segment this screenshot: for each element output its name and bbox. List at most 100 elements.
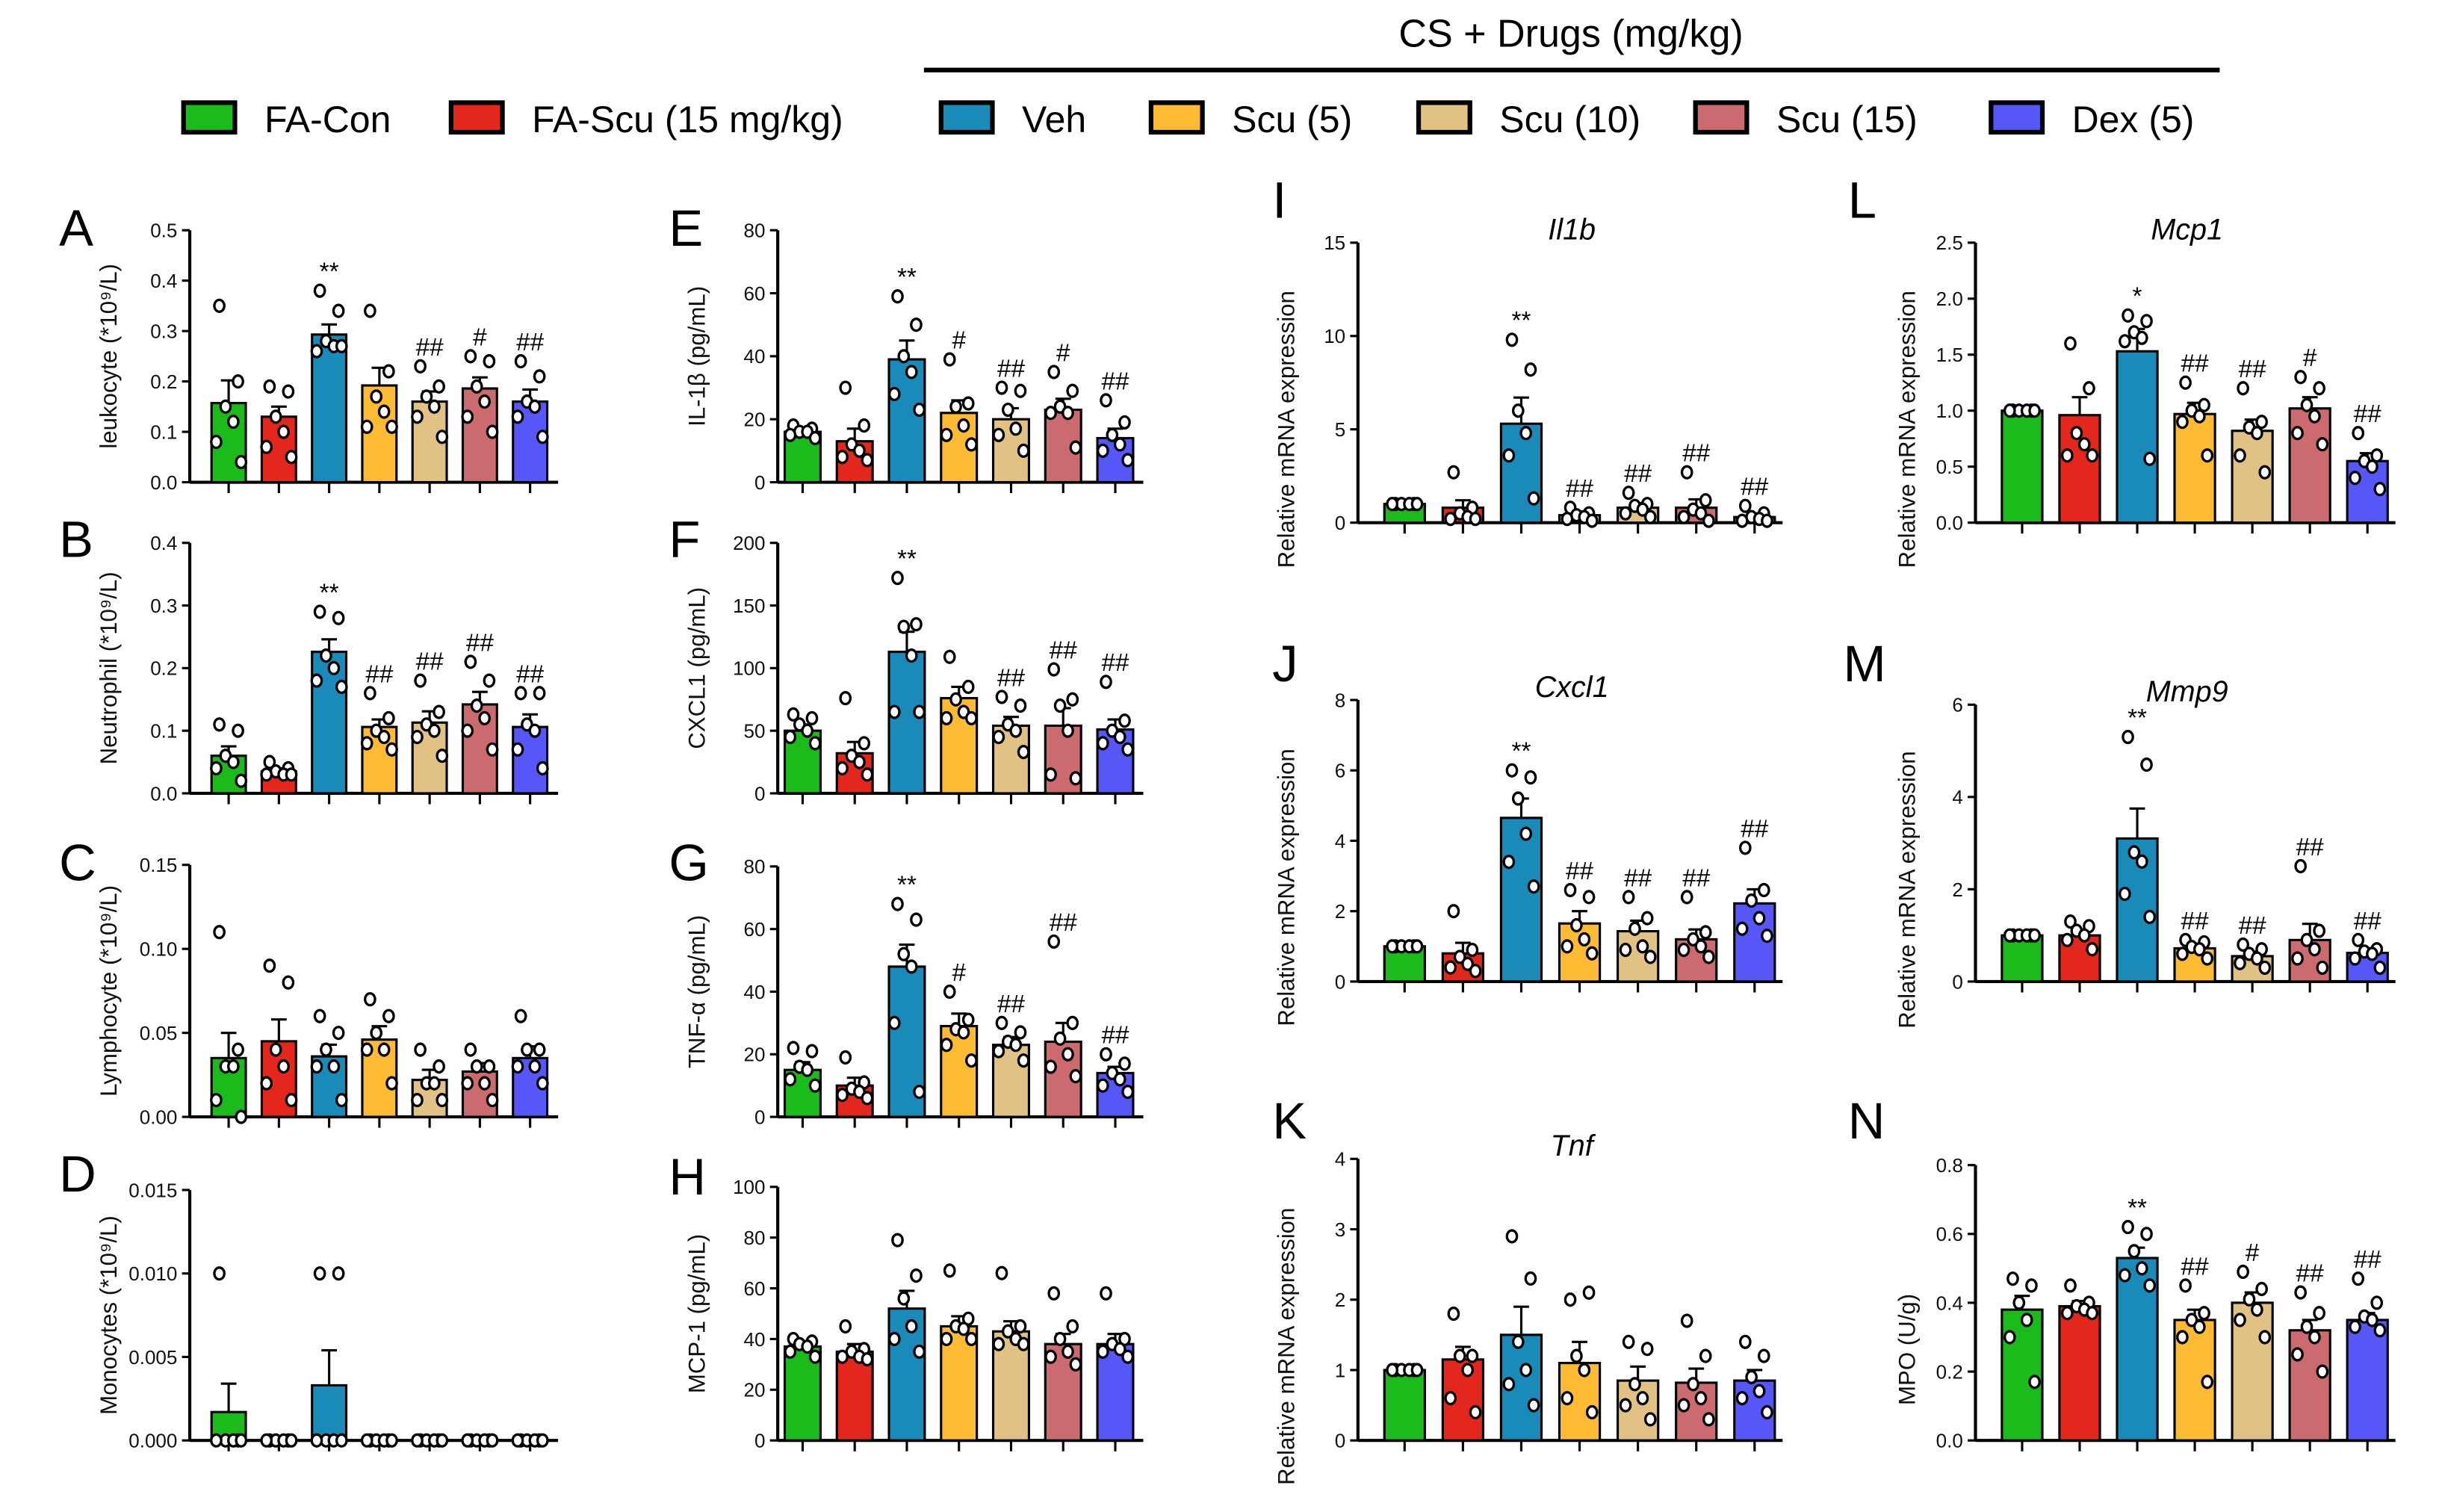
- bar: [311, 1384, 348, 1442]
- data-point: [1745, 893, 1758, 908]
- data-point: [2028, 1375, 2041, 1389]
- data-point: [2135, 854, 2148, 869]
- legend-item: Dex (5): [1989, 99, 2194, 140]
- data-point: [1585, 946, 1599, 961]
- data-point: [836, 760, 849, 776]
- data-point: [1628, 1377, 1641, 1392]
- y-tick-label: 1.5: [1936, 344, 1963, 366]
- data-point: [1121, 742, 1134, 757]
- data-point: [891, 571, 904, 586]
- data-point: [285, 1093, 298, 1108]
- data-point: [1680, 465, 1693, 480]
- data-point: [370, 389, 383, 404]
- legend-label: FA-Con: [264, 99, 391, 140]
- legend-label: Scu (5): [1232, 99, 1352, 140]
- data-point: [2237, 381, 2249, 396]
- data-point: [1453, 949, 1466, 964]
- data-point: [1502, 1377, 1516, 1392]
- y-tick-label: 0: [754, 1430, 765, 1452]
- data-point: [1745, 1369, 1758, 1384]
- legend-item: Scu (10): [1416, 99, 1640, 140]
- data-point: [1017, 1053, 1030, 1068]
- y-tick-label: 0.010: [128, 1262, 177, 1285]
- y-axis-label: Relative mRNA expression: [1273, 749, 1299, 1026]
- data-point: [385, 742, 398, 757]
- data-point: [961, 1012, 975, 1027]
- data-point: [784, 729, 797, 745]
- legend-item: FA-Con: [181, 99, 391, 140]
- data-point: [486, 1433, 499, 1448]
- data-point: [897, 349, 911, 364]
- data-point: [2185, 1313, 2198, 1327]
- data-point: [1009, 421, 1023, 436]
- data-point: [436, 1433, 449, 1448]
- significance-mark: #: [2303, 344, 2317, 372]
- data-point: [313, 1266, 326, 1281]
- data-point: [285, 1433, 298, 1448]
- y-axis-label: MPO (U/g): [1894, 1294, 1920, 1405]
- y-axis-label: Relative mRNA expression: [1894, 751, 1920, 1028]
- data-point: [277, 424, 290, 439]
- data-point: [411, 729, 424, 745]
- data-point: [913, 402, 926, 418]
- data-point: [1106, 427, 1119, 442]
- data-point: [377, 404, 391, 419]
- data-point: [310, 344, 323, 359]
- data-point: [1069, 1069, 1082, 1084]
- data-point: [260, 767, 273, 782]
- data-point: [913, 1084, 926, 1100]
- data-point: [2061, 1306, 2074, 1321]
- data-point: [414, 673, 427, 688]
- data-point: [808, 736, 822, 751]
- data-point: [2140, 314, 2153, 329]
- data-point: [327, 1059, 341, 1074]
- data-point: [2294, 1285, 2308, 1300]
- data-point: [260, 1433, 273, 1448]
- data-point: [891, 896, 904, 911]
- data-point: [232, 723, 244, 738]
- y-axis-label: Lymphocyte (*10⁹/L): [96, 885, 122, 1097]
- data-point: [2316, 437, 2329, 452]
- data-point: [995, 1015, 1008, 1030]
- legend-swatch: [181, 100, 238, 135]
- data-point: [1570, 1348, 1583, 1363]
- data-point: [861, 1091, 874, 1106]
- significance-mark: #: [473, 323, 487, 351]
- data-point: [320, 1042, 332, 1057]
- data-point: [2294, 858, 2308, 874]
- data-point: [1113, 1342, 1126, 1357]
- legend-item: FA-Scu (15 mg/kg): [448, 99, 843, 140]
- y-tick-label: 0: [1335, 1430, 1345, 1452]
- significance-mark: **: [320, 258, 339, 286]
- bar: [2001, 409, 2044, 524]
- bar: [1499, 817, 1543, 983]
- data-point: [2179, 375, 2192, 390]
- data-point: [787, 1041, 800, 1056]
- data-point: [858, 736, 871, 751]
- y-tick-label: 0.3: [150, 595, 177, 617]
- data-point: [414, 1042, 427, 1057]
- data-point: [313, 1008, 326, 1023]
- bar: [887, 358, 926, 484]
- y-axis-label: IL-1β (pg/mL): [684, 286, 710, 427]
- data-point: [1527, 1398, 1540, 1413]
- data-point: [1702, 513, 1715, 528]
- data-point: [992, 1336, 1005, 1351]
- data-point: [464, 349, 477, 364]
- data-point: [1014, 1025, 1027, 1040]
- data-point: [1524, 362, 1537, 377]
- data-point: [887, 704, 901, 719]
- data-point: [1047, 934, 1061, 949]
- data-point: [1687, 1377, 1699, 1392]
- data-point: [1469, 1404, 1482, 1420]
- y-tick-label: 20: [744, 409, 766, 431]
- data-point: [1636, 939, 1649, 954]
- y-tick-label: 10: [1324, 325, 1345, 347]
- legend-swatch: [1989, 100, 2045, 135]
- y-tick-label: 0.2: [150, 657, 177, 680]
- data-point: [2294, 370, 2308, 385]
- data-point: [1578, 932, 1591, 946]
- y-tick-label: 100: [733, 657, 765, 680]
- bar: [2173, 412, 2216, 524]
